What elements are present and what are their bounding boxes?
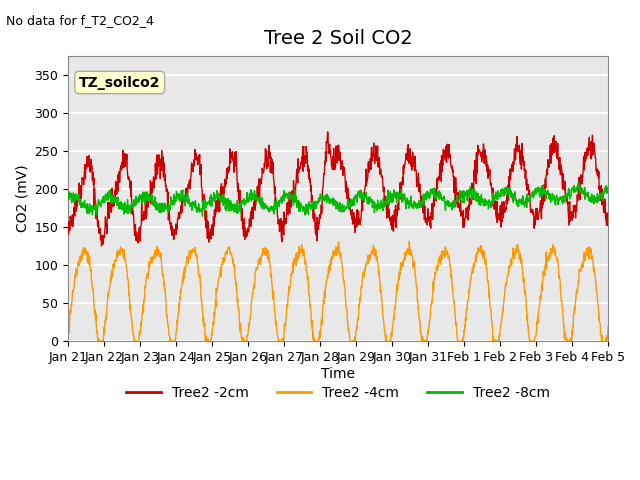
X-axis label: Time: Time: [321, 367, 355, 381]
Text: TZ_soilco2: TZ_soilco2: [79, 75, 161, 89]
Legend: Tree2 -2cm, Tree2 -4cm, Tree2 -8cm: Tree2 -2cm, Tree2 -4cm, Tree2 -8cm: [120, 381, 556, 406]
Title: Tree 2 Soil CO2: Tree 2 Soil CO2: [264, 29, 412, 48]
Y-axis label: CO2 (mV): CO2 (mV): [15, 165, 29, 232]
Text: No data for f_T2_CO2_4: No data for f_T2_CO2_4: [6, 14, 154, 27]
